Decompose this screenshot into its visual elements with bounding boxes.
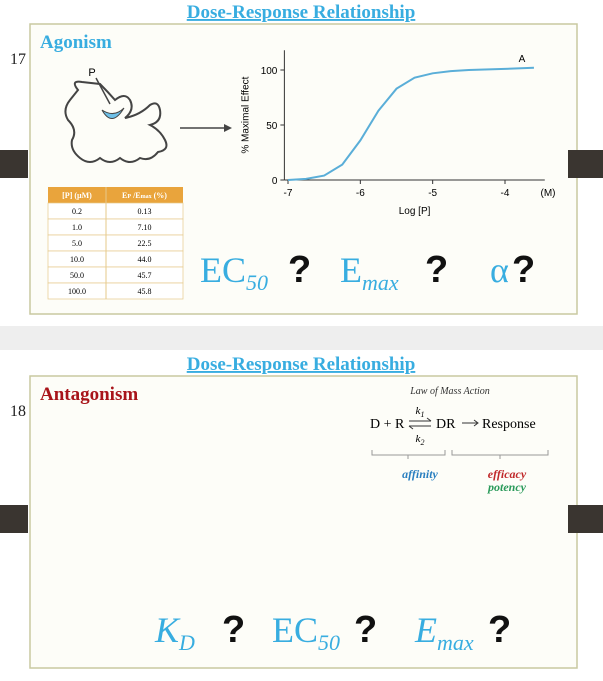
table-row — [47, 282, 184, 300]
x-tick-label: -5 — [428, 188, 437, 199]
pointer — [95, 77, 111, 105]
slide-title: Dose-Response Relationship — [187, 2, 416, 23]
parameter-sub: D — [178, 630, 195, 655]
table-cell: 1.0 — [72, 223, 82, 232]
table-cell: 100.0 — [68, 287, 86, 296]
table-cell: 5.0 — [72, 239, 82, 248]
eq-arrow — [408, 425, 414, 430]
tab — [0, 505, 28, 533]
table-row — [47, 234, 184, 252]
curve — [287, 66, 534, 181]
parameter-sub: 50 — [318, 630, 340, 655]
tab — [0, 150, 28, 178]
table-header — [48, 187, 183, 203]
arrow-head — [224, 124, 232, 132]
table-row — [47, 218, 184, 236]
header-part: (%) — [152, 191, 168, 200]
slide-heading: Agonism — [40, 32, 112, 53]
parameter-symbol: α — [490, 250, 509, 290]
table-cell: 44.0 — [138, 255, 152, 264]
slide-title: Dose-Response Relationship — [187, 354, 416, 375]
header-part: [P] (µM) — [62, 191, 92, 200]
potency: potency — [487, 480, 527, 494]
parameter-symbol: E — [414, 610, 437, 650]
efficacy: efficacy — [488, 467, 527, 481]
parameter-symbol: EC — [200, 250, 246, 290]
x-axis-title: Log [P] — [399, 206, 431, 217]
y-tick-label: 100 — [261, 66, 278, 77]
k-sub: 1 — [420, 410, 424, 419]
y-tick-label: 0 — [272, 176, 278, 187]
header-part: E — [122, 191, 127, 200]
parameter-symbol: EC — [272, 610, 318, 650]
eq-right: Response — [482, 417, 536, 432]
table-cell: 7.10 — [138, 223, 152, 232]
protein — [64, 80, 168, 163]
table-cell: 50.0 — [70, 271, 84, 280]
gap — [0, 326, 603, 350]
affinity: affinity — [402, 467, 438, 481]
x-tick-label: -7 — [284, 188, 293, 199]
table-cell: 45.7 — [138, 271, 152, 280]
parameter: α — [490, 250, 509, 290]
slide-number: 18 — [10, 403, 26, 420]
parameter: Emax — [340, 250, 399, 295]
table-cell: 10.0 — [70, 255, 84, 264]
table-cell: 22.5 — [138, 239, 152, 248]
parameter: EC50 — [200, 250, 268, 295]
parameter-sub: max — [362, 270, 399, 295]
eq-arrow — [426, 417, 432, 422]
table-header-cell: EP /Emax (%) — [122, 191, 167, 200]
y-axis-title: % Maximal Effect — [240, 76, 251, 153]
tab — [568, 505, 603, 533]
table-cell: 0.2 — [72, 207, 82, 216]
question-mark: ? — [222, 609, 245, 651]
brace — [371, 450, 446, 459]
parameter-symbol: K — [154, 610, 181, 650]
x-tick-label: -6 — [356, 188, 365, 199]
question-mark: ? — [354, 609, 377, 651]
table-row — [47, 266, 184, 284]
x-tick-label: -4 — [501, 188, 510, 199]
k: k — [416, 405, 422, 417]
parameter-symbol: E — [340, 250, 362, 290]
law-title: Law of Mass Action — [409, 386, 490, 397]
rate-constant: k1 — [416, 405, 425, 419]
question-mark: ? — [488, 609, 511, 651]
parameter-sub: 50 — [246, 270, 268, 295]
table-cell: 0.13 — [138, 207, 152, 216]
k: k — [416, 433, 422, 445]
question-mark: ? — [425, 249, 448, 291]
eq-left: D + R — [370, 417, 405, 432]
diagram-label: P — [88, 67, 95, 79]
rate-constant: k2 — [416, 433, 425, 447]
header-part: /E — [131, 191, 141, 200]
header-part: P — [127, 194, 131, 200]
parameter: Emax — [414, 610, 474, 655]
series-label: A — [519, 54, 526, 65]
question-mark: ? — [512, 249, 535, 291]
y-tick-label: 50 — [266, 121, 278, 132]
k-sub: 2 — [420, 438, 424, 447]
x-unit: (M) — [541, 188, 556, 199]
slide-number: 17 — [10, 51, 26, 68]
binding-site — [101, 107, 125, 119]
table-header-cell: [P] (µM) — [62, 191, 92, 200]
table-cell: 45.8 — [138, 287, 152, 296]
parameter: EC50 — [272, 610, 340, 655]
table-row — [47, 250, 184, 268]
question-mark: ? — [288, 249, 311, 291]
header-part: max — [141, 194, 152, 200]
eq-product: DR — [436, 417, 456, 432]
parameter: KD — [154, 610, 195, 655]
tab — [568, 150, 603, 178]
parameter-sub: max — [437, 630, 474, 655]
slide-heading: Antagonism — [40, 384, 138, 405]
table-row — [47, 202, 184, 220]
arrow — [473, 419, 479, 427]
brace — [451, 450, 549, 459]
